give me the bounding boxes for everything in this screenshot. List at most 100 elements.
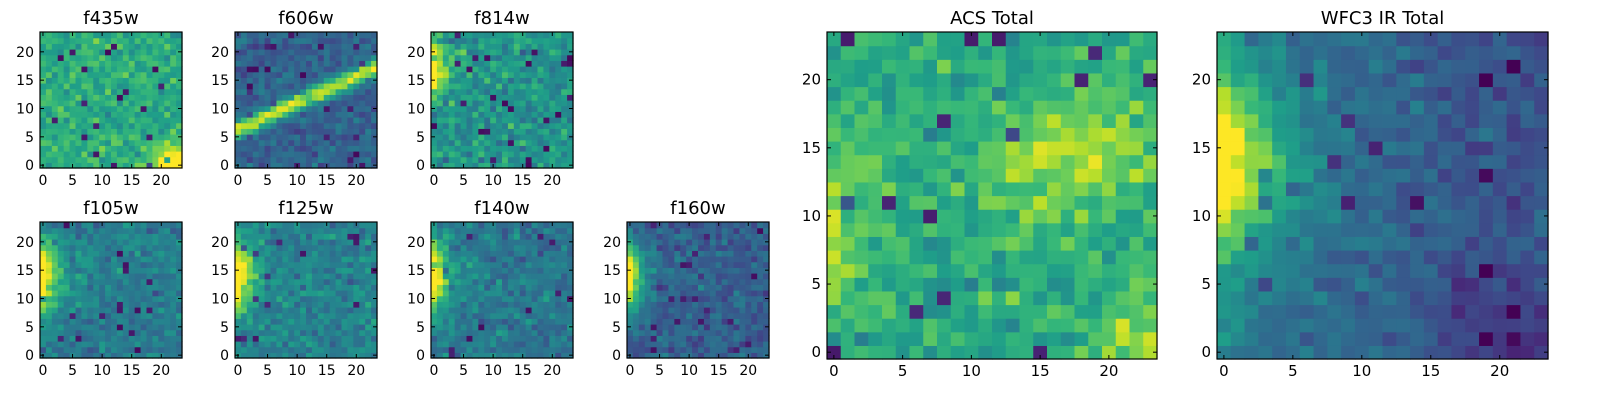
heatmap-cell [128,151,136,158]
heatmap-cell [656,273,664,280]
heatmap-cell [69,318,77,325]
heatmap-cell [674,222,681,229]
heatmap-cell [323,100,331,107]
heatmap-cell [164,105,171,112]
heatmap-cell [353,151,360,158]
heatmap-cell [840,181,856,197]
heatmap-cell [306,100,313,107]
heatmap-cell [264,307,272,314]
heatmap-cell [721,244,729,251]
heatmap-cell [561,128,568,135]
heatmap-cell [75,162,83,169]
heatmap-cell [359,128,366,135]
heatmap-cell [1115,250,1131,265]
heatmap-cell [978,209,993,224]
heatmap-cell [513,307,521,314]
heatmap-cell [436,66,444,73]
heatmap-cell [703,335,711,342]
heatmap-cell [116,145,124,152]
heatmap-cell [537,54,545,61]
heatmap-cell [45,32,53,39]
heatmap-cell [1143,331,1158,346]
heatmap-cell [294,77,301,84]
heatmap-cell [75,32,83,39]
heatmap-cell [252,239,260,246]
heatmap-cell [1060,250,1076,265]
heatmap-cell [751,256,758,263]
heatmap-cell [692,301,699,308]
heatmap-cell [116,301,124,308]
heatmap-cell [57,352,65,359]
heatmap-cell [99,60,106,67]
heatmap-cell [763,341,770,348]
heatmap-cell [478,222,485,229]
heatmap-cell [128,239,136,246]
heatmap-cell [323,227,331,234]
heatmap-cell [311,301,319,308]
heatmap-cell [513,88,521,95]
heatmap-cell [745,256,752,263]
heatmap-cell [311,83,319,90]
heatmap-cell [827,32,842,47]
heatmap-cell [329,284,337,291]
y-tick-label: 0 [811,343,821,361]
x-tick-label: 20 [543,173,561,189]
heatmap-cell [472,250,479,257]
y-tick-label: 5 [220,130,229,146]
heatmap-cell [555,312,562,319]
heatmap-cell [347,273,354,280]
heatmap-cell [454,139,462,146]
heatmap-cell [502,66,509,73]
heatmap-cell [111,284,118,291]
heatmap-cell [252,346,260,353]
heatmap-cell [170,111,177,118]
heatmap-cell [164,278,171,285]
heatmap-cell [176,335,183,342]
heatmap-cell [246,151,254,158]
heatmap-cell [300,32,307,39]
heatmap-cell [359,117,366,124]
heatmap-cell [87,227,94,234]
heatmap-cell [170,341,177,348]
heatmap-cell [276,312,283,319]
heatmap-cell [353,312,360,319]
heatmap-cell [146,77,154,84]
heatmap-cell [854,127,869,142]
heatmap-cell [99,100,106,107]
heatmap-cell [317,117,325,124]
heatmap-cell [513,105,521,112]
heatmap-cell [519,261,527,268]
heatmap-cell [276,134,283,141]
heatmap-cell [656,239,664,246]
heatmap-cell [57,134,65,141]
heatmap-cell [170,239,177,246]
heatmap-cell [431,227,438,234]
heatmap-cell [300,307,307,314]
heatmap-cell [63,117,71,124]
heatmap-cell [51,128,59,135]
heatmap-cell [365,318,372,325]
heatmap-cell [1088,181,1103,197]
heatmap-cell [1217,345,1232,360]
heatmap-cell [549,66,556,73]
heatmap-cell [140,267,148,274]
heatmap-cell [128,324,136,331]
heatmap-cell [531,128,539,135]
heatmap-cell [128,250,136,257]
heatmap-cell [442,88,450,95]
heatmap-cell [81,250,88,257]
heatmap-cell [323,261,331,268]
heatmap-cell [270,239,278,246]
heatmap-cell [698,352,705,359]
heatmap-cell [448,162,456,169]
heatmap-cell [680,239,687,246]
heatmap-cell [359,233,366,240]
y-tick-label: 5 [811,275,821,293]
heatmap-cell [507,250,515,257]
heatmap-cell [496,244,503,251]
heatmap-cell [472,273,479,280]
heatmap-cell [882,304,897,319]
heatmap-cell [158,37,165,44]
heatmap-cell [854,113,869,128]
heatmap-cell [75,94,83,101]
